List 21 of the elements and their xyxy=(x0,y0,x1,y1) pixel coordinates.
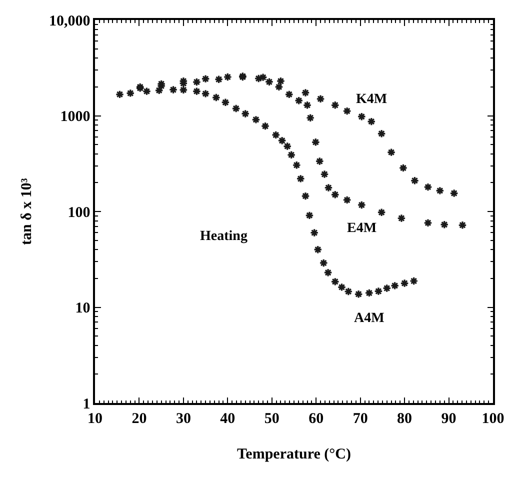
x-tick-label: 90 xyxy=(441,410,456,427)
x-tick-label: 10 xyxy=(88,410,102,427)
x-tick-label: 30 xyxy=(176,410,191,427)
y-axis-title: tan δ x 10³ xyxy=(18,178,35,245)
y-tick-label: 10,000 xyxy=(49,13,90,30)
x-axis-title: Temperature (°C) xyxy=(237,446,351,462)
x-tick-label: 20 xyxy=(132,410,147,427)
x-tick-label: 40 xyxy=(220,410,236,427)
series-label: K4M xyxy=(356,92,388,107)
series-label: A4M xyxy=(354,311,384,326)
y-tick-label: 1 xyxy=(82,396,90,412)
y-tick-label: 10 xyxy=(75,300,90,316)
series-label: E4M xyxy=(347,221,377,236)
x-tick-label: 80 xyxy=(397,410,412,427)
y-tick-label: 1000 xyxy=(60,109,90,125)
y-tick-label: 100 xyxy=(68,204,90,221)
x-tick-label: 100 xyxy=(482,410,504,427)
x-tick-label: 70 xyxy=(352,410,368,427)
x-tick-label: 60 xyxy=(308,410,324,427)
annotation: Heating xyxy=(200,229,248,244)
x-tick-label: 50 xyxy=(264,410,280,427)
